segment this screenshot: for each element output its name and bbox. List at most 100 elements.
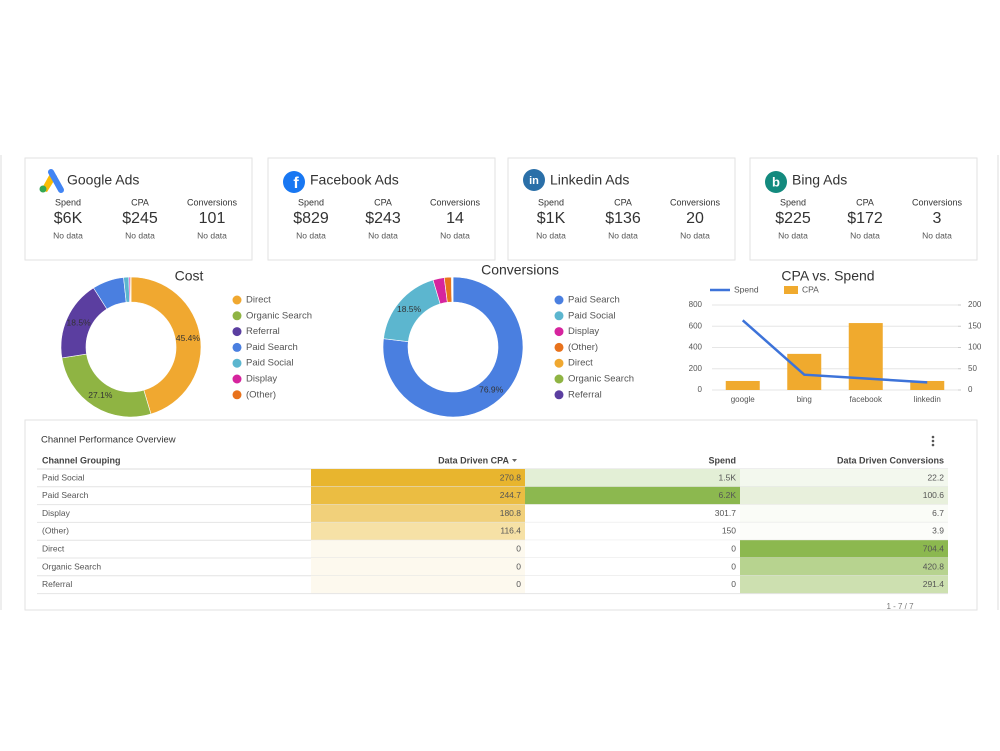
legend-swatch [554, 358, 564, 368]
legend-swatch [232, 295, 242, 305]
heat-cell [740, 522, 948, 541]
metric-label: Conversions [430, 197, 481, 207]
line [741, 319, 928, 384]
table-cell: Paid Search [42, 490, 89, 500]
y-tick-label: 0 [698, 385, 703, 394]
bar [787, 353, 822, 390]
legend-label: Spend [734, 284, 759, 294]
sort-arrow [512, 459, 517, 462]
heat-cell [740, 575, 948, 594]
heat-cell [740, 558, 948, 576]
metric-note: No data [296, 230, 326, 240]
legend-swatch [232, 311, 242, 321]
column-header: Data Driven Conversions [837, 455, 944, 465]
pie-slice [382, 276, 524, 418]
legend-label: Direct [246, 295, 271, 306]
metric-label: Spend [538, 197, 564, 207]
column-header: Channel Grouping [42, 455, 121, 465]
table-cell: Organic Search [42, 561, 101, 571]
logo [39, 169, 64, 193]
metric-value: $6K [54, 210, 83, 227]
metric-note: No data [536, 230, 566, 240]
legend-label: Organic Search [568, 374, 634, 385]
table-cell: 0 [731, 561, 736, 571]
heat-cell [311, 540, 525, 558]
table-cell: (Other) [42, 526, 69, 536]
slice-label: 18.5% [67, 318, 92, 328]
legend-swatch [232, 358, 242, 368]
legend-swatch [784, 286, 798, 294]
x-tick-label: bing [797, 395, 812, 404]
card-title: Bing Ads [792, 172, 847, 188]
table-cell: 270.8 [500, 472, 522, 482]
card [507, 157, 736, 261]
metric-note: No data [850, 230, 880, 240]
icon [48, 169, 64, 193]
legend-swatch [554, 311, 564, 321]
slice-label: 45.4% [176, 333, 201, 343]
y2-tick-label: 150 [968, 321, 982, 330]
metric-note: No data [680, 230, 710, 240]
heat-cell [311, 469, 525, 487]
table-cell: Display [42, 508, 71, 518]
table-cell: 244.7 [500, 490, 522, 500]
kebab-menu[interactable] [931, 435, 935, 447]
table-cell: 116.4 [500, 526, 521, 536]
legend-label: Paid Search [246, 342, 298, 353]
legend-label: Display [568, 326, 599, 337]
metric-note: No data [125, 230, 155, 240]
logo: f [283, 171, 305, 193]
bar [725, 380, 760, 390]
chart-title: Conversions [481, 262, 559, 278]
metric-note: No data [608, 230, 638, 240]
metric-value: 14 [446, 210, 464, 227]
metric-value: $225 [775, 210, 811, 227]
table-cell: 420.8 [923, 561, 945, 571]
metric-note: No data [778, 230, 808, 240]
legend-label: Direct [568, 358, 593, 369]
card-title: Google Ads [67, 172, 139, 188]
metric-note: No data [197, 230, 227, 240]
table-cell: 0 [516, 579, 521, 589]
card-title: Facebook Ads [310, 172, 399, 188]
chart-title: Cost [175, 268, 204, 284]
metric-label: CPA [856, 197, 874, 207]
legend-swatch [232, 374, 242, 384]
x-tick-label: facebook [850, 395, 883, 404]
heat-cell [740, 469, 948, 487]
legend-label: Paid Search [568, 295, 620, 306]
legend-label: Display [246, 374, 277, 385]
y-tick-label: 200 [689, 364, 703, 373]
y-tick-label: 400 [689, 343, 703, 352]
metric-value: $829 [293, 210, 329, 227]
bar [910, 380, 945, 390]
heat-cell [525, 575, 740, 594]
icon [523, 169, 545, 191]
y2-tick-label: 0 [968, 385, 973, 394]
card [267, 157, 496, 261]
metric-label: CPA [614, 197, 632, 207]
metric-value: 3 [933, 210, 942, 227]
metric-note: No data [53, 230, 83, 240]
heat-cell [740, 486, 948, 505]
heat-cell [525, 469, 740, 487]
pagination[interactable]: 1 - 7 / 7 [886, 602, 914, 611]
heat-cell [525, 522, 740, 541]
icon: b [772, 174, 780, 189]
metric-value: $172 [847, 210, 883, 227]
y-tick-label: 800 [689, 300, 703, 309]
legend-swatch [232, 327, 242, 337]
legend-swatch [232, 342, 242, 352]
x-tick-label: linkedin [914, 395, 941, 404]
legend-label: Referral [246, 326, 280, 337]
icon [39, 185, 47, 193]
logo: in [523, 169, 545, 191]
metric-value: $1K [537, 210, 566, 227]
column-header: Data Driven CPA [438, 455, 509, 465]
table-cell: 0 [516, 543, 521, 553]
heat-cell [311, 522, 525, 541]
y2-tick-label: 200 [968, 300, 982, 309]
y2-tick-label: 50 [968, 364, 977, 373]
heat-cell [525, 558, 740, 576]
card [749, 157, 978, 261]
